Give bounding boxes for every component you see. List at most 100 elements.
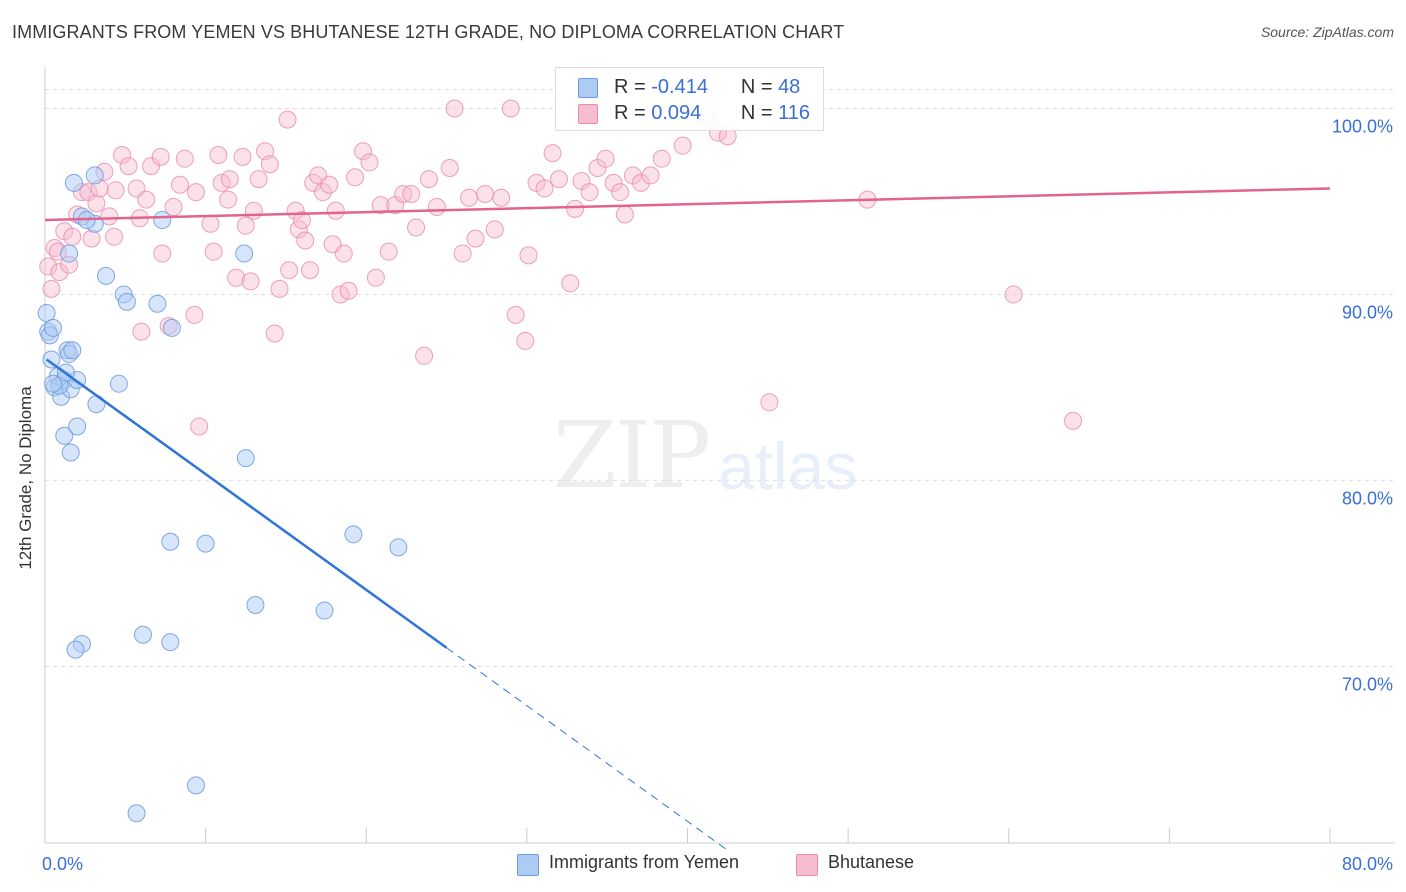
y-tick-label: 80.0%: [1342, 488, 1393, 508]
bhutanese-point: [596, 149, 615, 168]
n-label: N =: [740, 102, 773, 124]
bhutanese-point: [233, 147, 252, 166]
bhutanese-point: [652, 149, 671, 168]
bhutanese-point: [1004, 285, 1023, 304]
bhutanese-point: [42, 279, 61, 298]
bhutanese-point: [265, 324, 284, 343]
bhutanese-point: [249, 170, 268, 189]
yemen-point: [161, 532, 180, 551]
bhutanese-point: [296, 231, 315, 250]
bhutanese-point: [244, 201, 263, 220]
bhutanese-point: [132, 322, 151, 341]
bhutanese-legend-swatch: [796, 854, 818, 876]
bhutanese-swatch: [578, 104, 598, 124]
yemen-point: [196, 534, 215, 553]
yemen-point: [66, 640, 85, 659]
y-tick-label: 90.0%: [1342, 302, 1393, 322]
yemen-point: [97, 266, 116, 285]
bhutanese-point: [419, 170, 438, 189]
bhutanese-point: [142, 157, 161, 176]
bhutanese-point: [550, 170, 568, 189]
yemen-point: [162, 318, 181, 337]
yemen-trendline-extension: [446, 647, 728, 851]
yemen-point: [37, 304, 56, 323]
yemen-point: [389, 538, 408, 557]
yemen-point: [235, 244, 254, 263]
bhutanese-point: [604, 173, 623, 192]
yemen-point: [148, 294, 167, 313]
bhutanese-point: [50, 263, 69, 282]
bhutanese-point: [492, 188, 511, 207]
yemen-r-value: -0.414: [651, 76, 708, 98]
yemen-point: [63, 341, 82, 360]
bhutanese-point: [289, 220, 308, 239]
bhutanese-point: [519, 246, 538, 265]
bhutanese-point: [476, 185, 495, 204]
yemen-point: [55, 426, 74, 445]
bhutanese-point: [270, 279, 289, 298]
bhutanese-point: [190, 417, 209, 436]
x-tick-label-min: 0.0%: [42, 854, 83, 874]
bhutanese-point: [501, 99, 520, 118]
bhutanese-point: [402, 185, 421, 204]
y-tick-label: 70.0%: [1342, 674, 1393, 694]
bhutanese-point: [379, 242, 398, 261]
r-label: R =: [614, 102, 646, 124]
bhutanese-point: [100, 207, 119, 226]
bhutanese-point: [326, 201, 345, 220]
bhutanese-legend-label: Bhutanese: [828, 852, 915, 872]
legend-text-yemen: R = -0.414 N = 48: [614, 76, 800, 99]
bhutanese-point: [1064, 411, 1082, 430]
n-label: N =: [740, 76, 773, 98]
bhutanese-point: [105, 227, 124, 246]
bhutanese-point: [301, 261, 320, 280]
yemen-point: [68, 417, 87, 436]
bhutanese-point: [39, 257, 58, 276]
bhutanese-point: [204, 242, 223, 261]
bhutanese-point: [615, 205, 634, 224]
yemen-point: [161, 633, 180, 652]
bhutanese-point: [516, 331, 535, 350]
correlation-legend: R = -0.414 N = 48 R = 0.094 N = 116: [555, 67, 824, 131]
bhutanese-point: [106, 181, 125, 200]
yemen-point: [315, 601, 334, 620]
bhutanese-point: [63, 227, 82, 246]
yemen-point: [344, 525, 363, 544]
yemen-point: [44, 374, 63, 393]
yemen-n-value: 48: [778, 76, 801, 98]
bhutanese-point: [119, 157, 138, 176]
watermark-zip: ZIP: [553, 402, 711, 509]
bhutanese-r-value: 0.094: [651, 102, 702, 124]
bhutanese-point: [151, 147, 170, 166]
bhutanese-point: [673, 136, 692, 155]
bhutanese-point: [241, 272, 260, 291]
yemen-point: [133, 625, 152, 644]
bhutanese-point: [87, 194, 106, 213]
bhutanese-point: [113, 145, 132, 164]
bhutanese-point: [323, 235, 342, 254]
bhutanese-point: [220, 170, 239, 189]
bhutanese-point: [506, 305, 525, 324]
yemen-point: [186, 776, 205, 795]
bhutanese-point: [440, 158, 459, 177]
bhutanese-trendline: [44, 187, 1331, 222]
bhutanese-point: [535, 179, 554, 198]
yemen-point: [64, 173, 83, 192]
r-label: R =: [614, 76, 646, 98]
bhutanese-point: [407, 218, 426, 237]
bhutanese-point: [175, 149, 194, 168]
bhutanese-point: [566, 199, 585, 218]
bhutanese-point: [611, 183, 630, 202]
bhutanese-point: [339, 281, 358, 300]
bhutanese-point: [561, 274, 580, 293]
bhutanese-point: [260, 155, 279, 174]
yemen-point: [42, 350, 61, 369]
bhutanese-point: [164, 198, 183, 217]
bhutanese-point: [313, 183, 332, 202]
bhutanese-point: [185, 305, 204, 324]
yemen-point: [127, 804, 146, 823]
source-attribution: Source: ZipAtlas.com: [1260, 24, 1394, 40]
bhutanese-n-value: 116: [778, 102, 810, 124]
bhutanese-point: [280, 261, 299, 280]
